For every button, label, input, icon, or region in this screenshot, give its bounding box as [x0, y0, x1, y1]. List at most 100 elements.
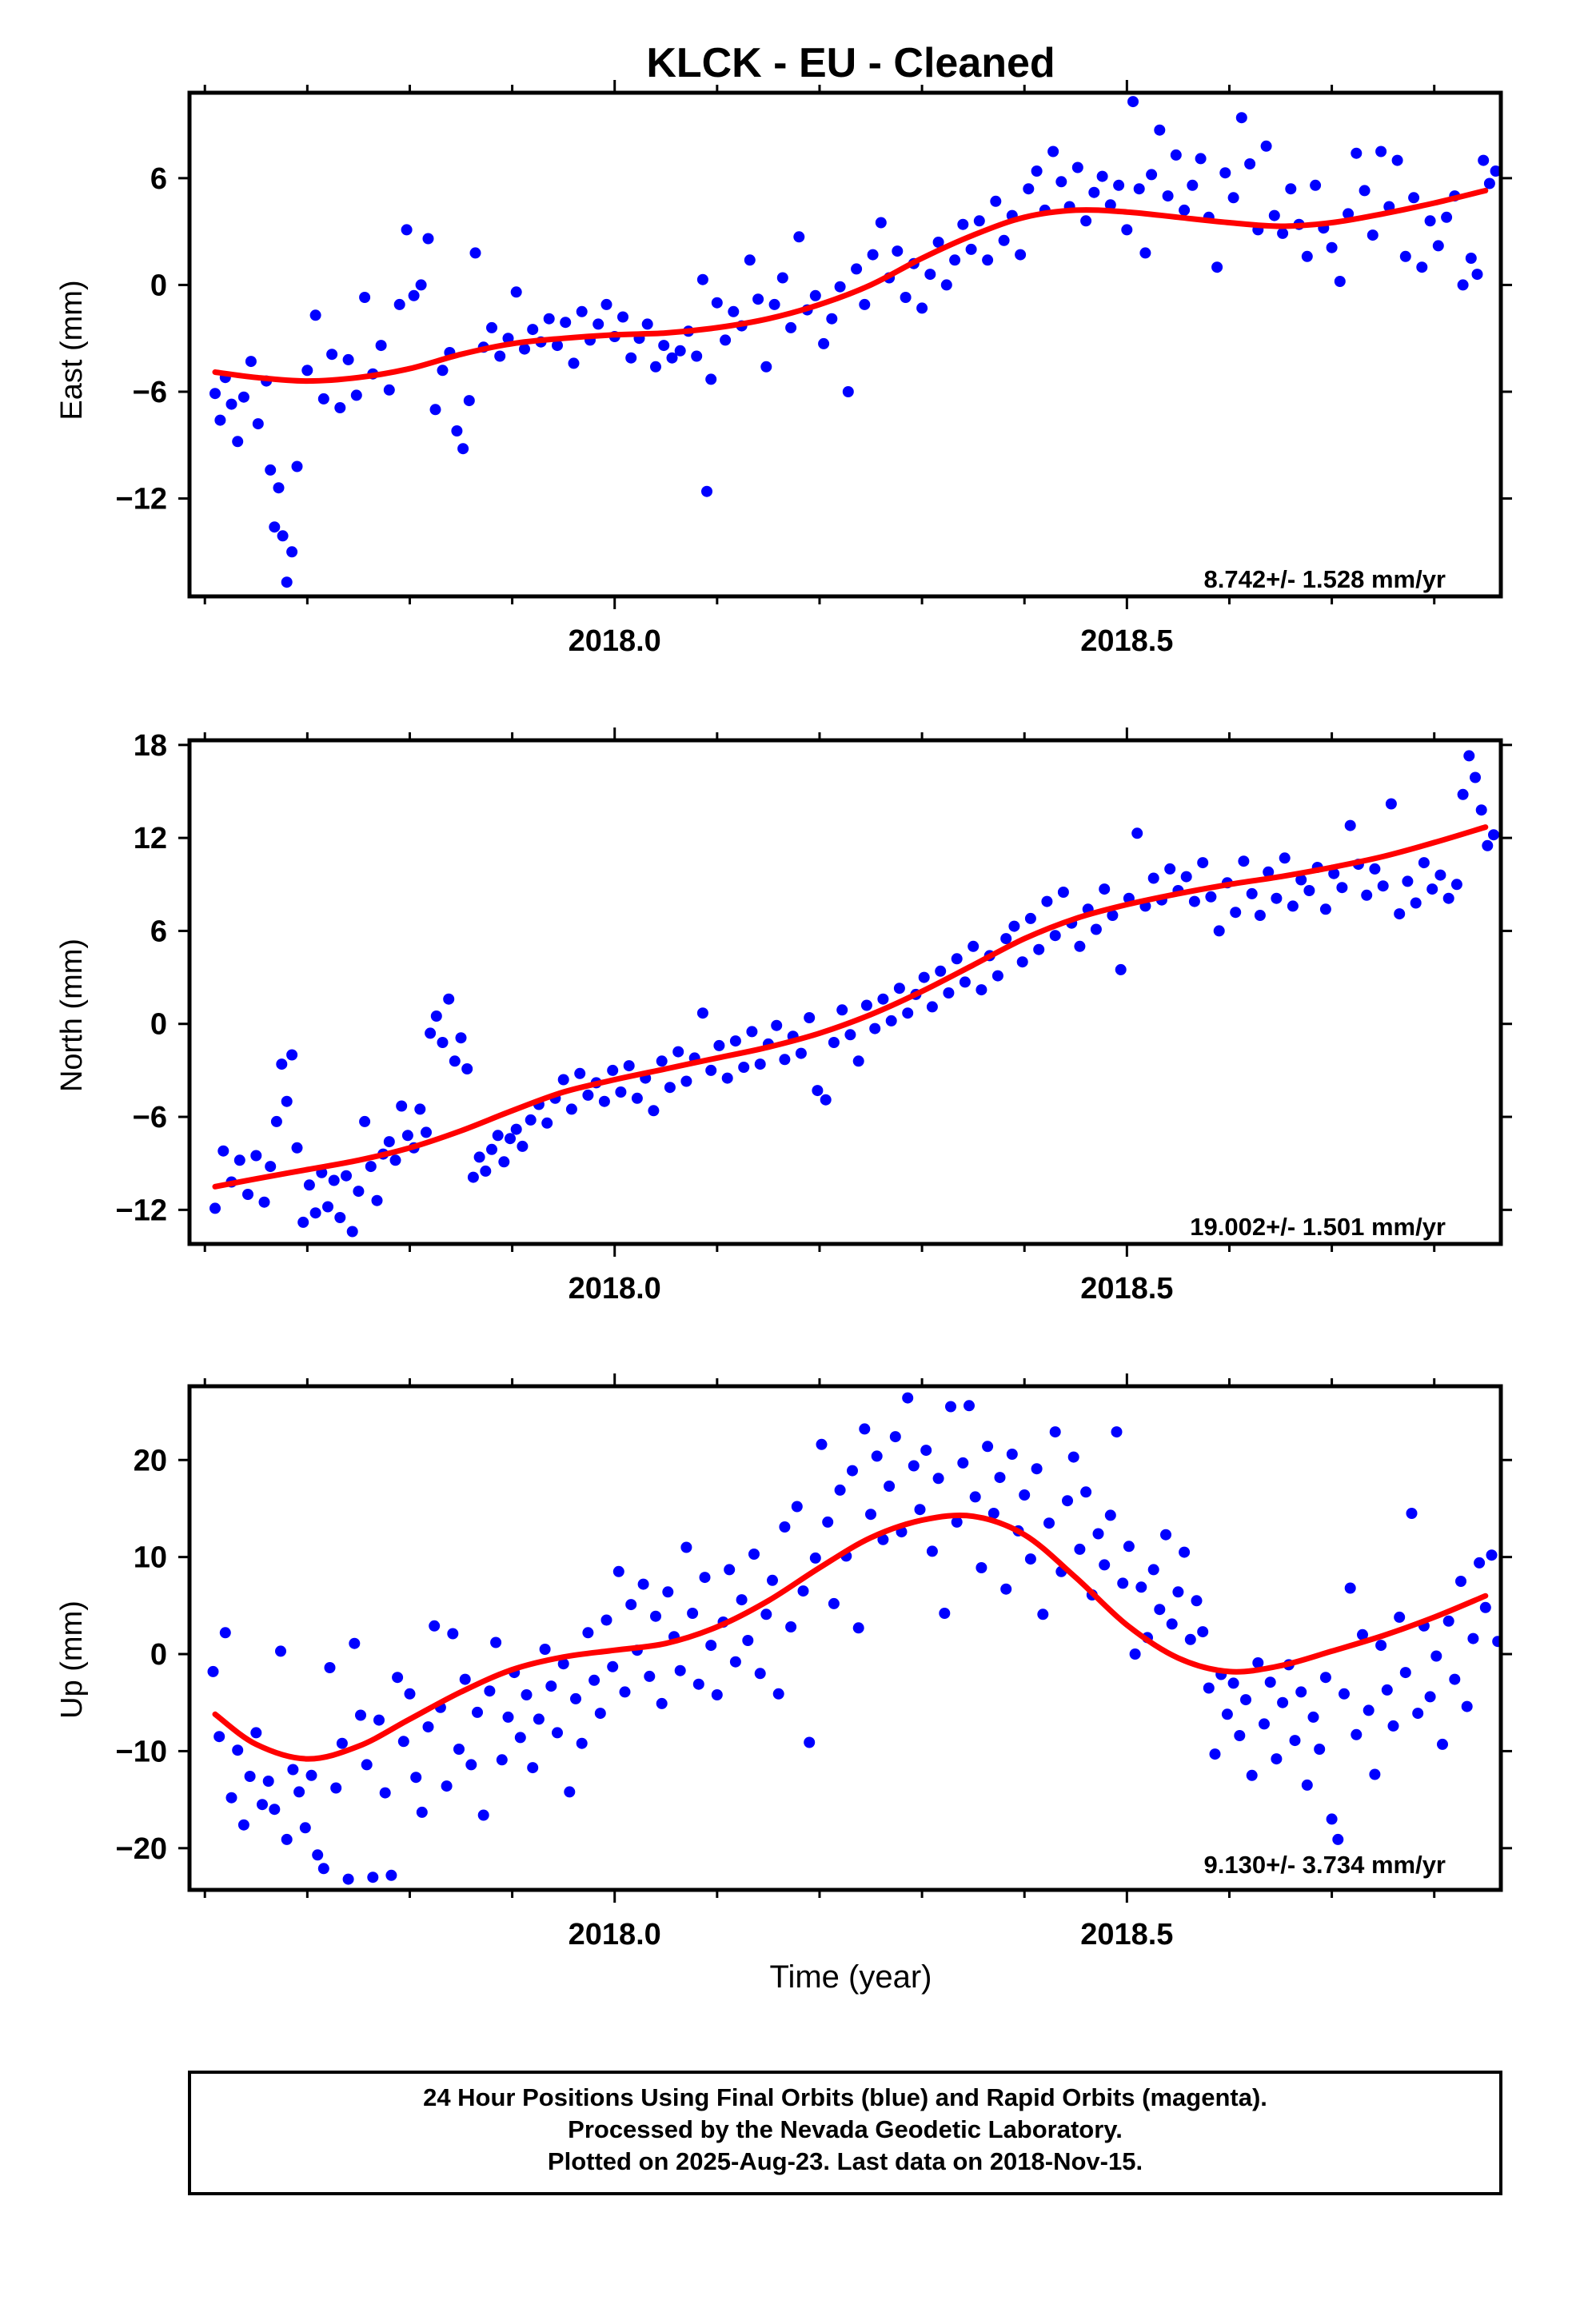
up-data-point	[662, 1586, 674, 1598]
footer-frame	[188, 2071, 1502, 2195]
north-y-tick-label: 12	[134, 822, 167, 855]
north-data-point	[860, 999, 872, 1011]
north-data-point	[804, 1012, 816, 1023]
north-data-point	[1099, 883, 1111, 895]
up-data-point	[859, 1423, 871, 1435]
east-data-point	[826, 313, 838, 325]
up-data-point	[1227, 1677, 1239, 1689]
north-data-point	[389, 1154, 401, 1166]
north-data-point	[1263, 866, 1275, 878]
up-x-tick-label: 2018.0	[569, 1918, 661, 1951]
up-data-point	[939, 1608, 951, 1619]
east-data-point	[1457, 279, 1469, 291]
east-data-point	[552, 340, 563, 352]
up-data-point	[785, 1621, 797, 1632]
north-data-point	[598, 1095, 610, 1107]
east-data-point	[486, 321, 497, 333]
up-data-point	[809, 1552, 821, 1564]
east-data-point	[965, 243, 977, 255]
east-data-point	[867, 249, 879, 261]
up-data-point	[361, 1759, 373, 1771]
east-data-point	[408, 289, 420, 301]
up-data-point	[804, 1736, 816, 1748]
east-data-point	[281, 576, 293, 588]
chart-title: KLCK - EU - Cleaned	[646, 40, 1055, 86]
east-data-point	[1424, 215, 1436, 227]
east-data-point	[510, 286, 522, 298]
east-data-point	[543, 313, 555, 325]
north-data-point	[812, 1085, 824, 1097]
north-data-point	[1049, 930, 1061, 942]
north-data-point	[557, 1074, 569, 1086]
north-data-point	[1041, 895, 1053, 907]
north-data-point	[893, 983, 905, 995]
north-data-point	[334, 1212, 346, 1223]
north-data-point	[1271, 892, 1283, 904]
north-data-point	[746, 1026, 758, 1038]
east-data-point	[834, 281, 846, 293]
up-data-point	[742, 1635, 754, 1646]
up-data-point	[724, 1564, 736, 1576]
up-data-point	[594, 1708, 606, 1720]
up-data-point	[619, 1686, 631, 1698]
up-data-point	[564, 1786, 576, 1798]
east-data-point	[437, 365, 449, 377]
up-data-point	[1381, 1684, 1393, 1696]
east-data-point	[1080, 215, 1092, 227]
east-data-point	[1195, 153, 1207, 165]
east-data-point	[1047, 145, 1059, 157]
north-data-point	[1008, 920, 1020, 932]
east-data-point	[568, 357, 580, 369]
north-data-point	[943, 987, 955, 999]
east-data-point	[728, 305, 740, 317]
east-data-point	[334, 402, 346, 413]
up-data-point	[410, 1772, 422, 1784]
north-data-point	[664, 1082, 676, 1094]
east-data-point	[1121, 224, 1133, 236]
north-data-point	[1230, 907, 1242, 919]
north-data-point	[1164, 863, 1176, 875]
east-data-point	[457, 443, 469, 455]
up-data-point	[379, 1787, 391, 1799]
east-data-point	[851, 263, 863, 275]
up-data-point	[988, 1508, 999, 1519]
north-data-point	[480, 1165, 492, 1177]
up-y-axis-label: Up (mm)	[55, 1600, 89, 1719]
up-data-point	[317, 1863, 329, 1875]
north-data-point	[328, 1174, 340, 1186]
up-data-point	[1135, 1581, 1147, 1593]
east-rate-label: 8.742+/- 1.528 mm/yr	[1204, 565, 1446, 593]
north-data-point	[1488, 829, 1499, 841]
north-data-point	[455, 1032, 467, 1044]
east-data-point	[1441, 211, 1453, 223]
up-data-point	[1319, 1672, 1331, 1684]
up-y-tick-label: −20	[116, 1832, 167, 1866]
east-data-point	[1113, 179, 1125, 191]
north-data-point	[365, 1161, 377, 1173]
north-data-point	[828, 1037, 840, 1048]
up-data-point	[650, 1610, 661, 1622]
up-data-point	[1049, 1426, 1061, 1438]
north-data-point	[449, 1055, 461, 1067]
north-data-point	[346, 1226, 358, 1238]
up-data-point	[822, 1516, 834, 1528]
up-data-point	[305, 1769, 317, 1781]
north-x-tick-label: 2018.5	[1080, 1272, 1173, 1306]
east-data-point	[232, 436, 244, 448]
north-data-point	[322, 1201, 333, 1213]
up-data-point	[459, 1673, 471, 1685]
east-data-point	[469, 247, 481, 259]
up-data-point	[589, 1674, 600, 1686]
east-data-point	[1391, 154, 1403, 166]
north-data-point	[1369, 863, 1381, 875]
north-y-tick-label: −12	[116, 1194, 167, 1227]
north-data-point	[959, 976, 971, 988]
up-data-point	[1399, 1667, 1411, 1679]
north-data-point	[250, 1150, 262, 1162]
up-data-point	[1344, 1582, 1356, 1594]
north-data-point	[1188, 895, 1200, 907]
north-data-point	[1074, 940, 1086, 952]
north-data-point	[437, 1037, 449, 1048]
east-plot-area	[209, 96, 1501, 588]
north-data-point	[505, 1133, 516, 1145]
